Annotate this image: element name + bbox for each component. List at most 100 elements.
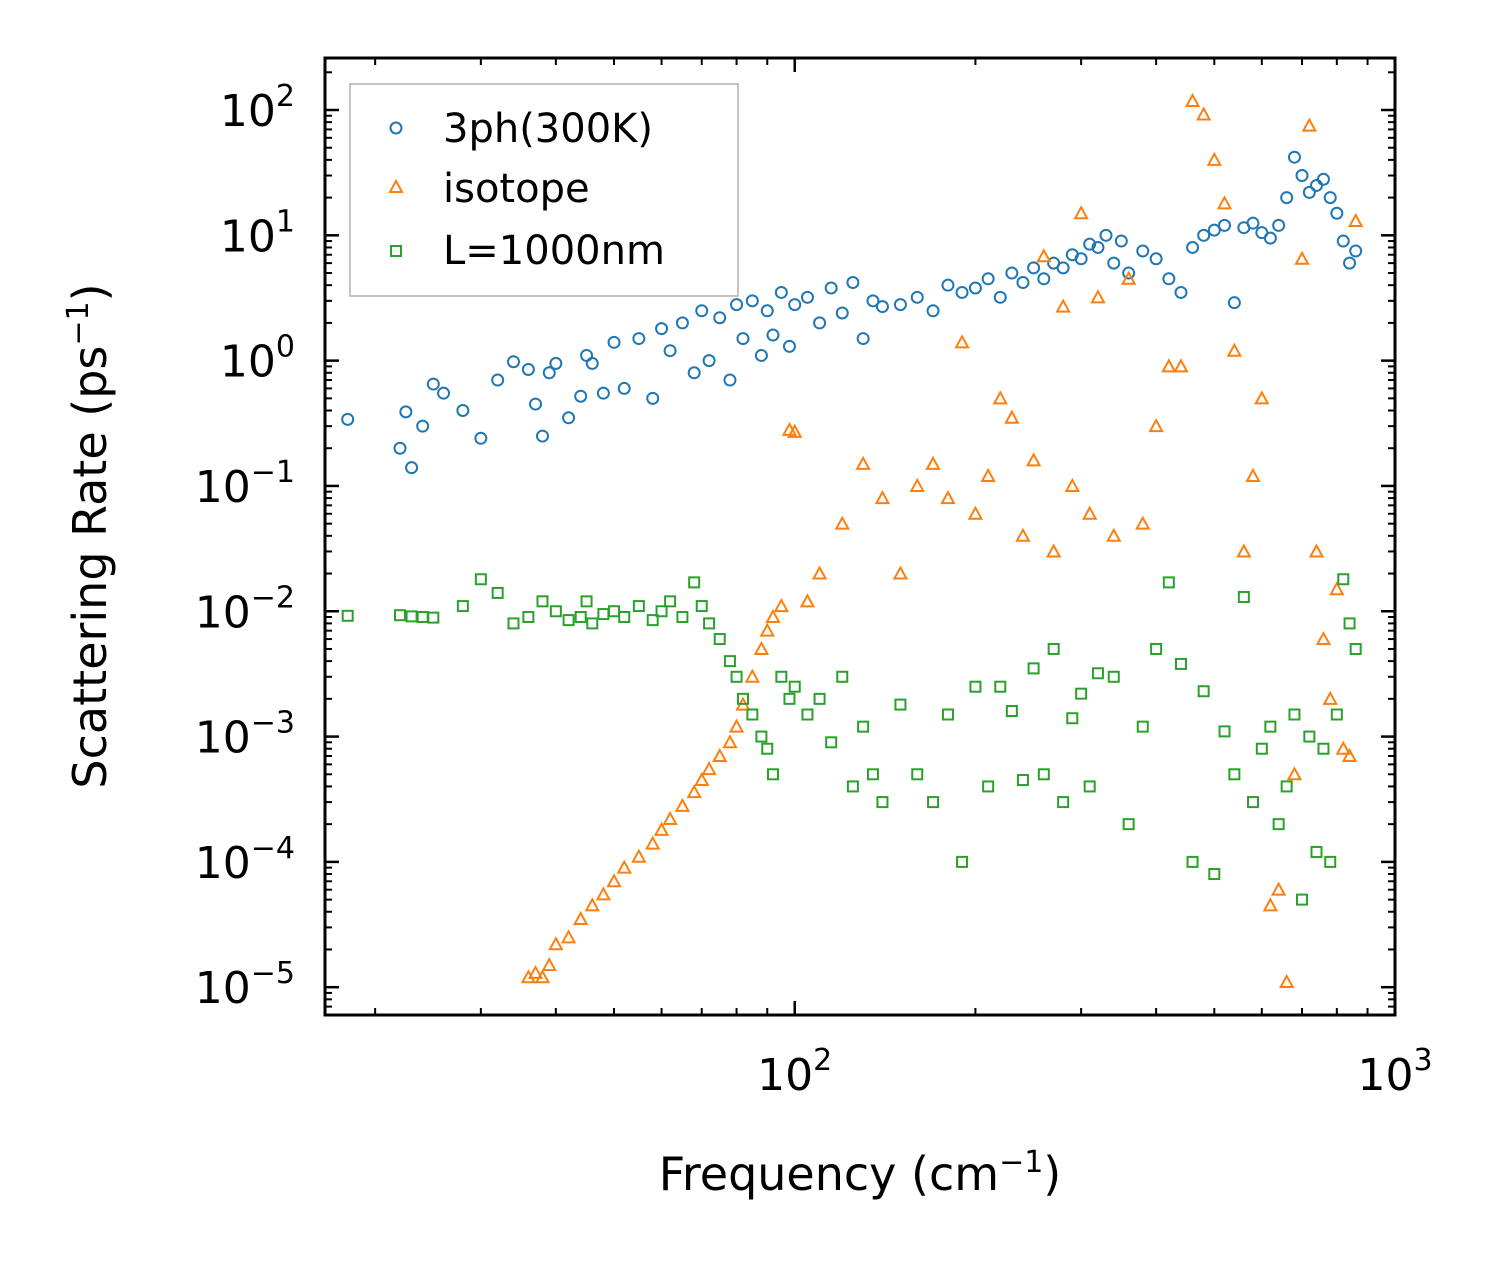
legend-marker-circle-icon bbox=[389, 121, 403, 135]
data-point bbox=[744, 668, 761, 683]
data-point bbox=[1083, 237, 1097, 251]
data-point bbox=[522, 610, 535, 623]
data-point bbox=[1343, 256, 1357, 270]
data-point bbox=[1246, 796, 1259, 809]
data-point bbox=[835, 306, 849, 320]
data-point bbox=[787, 423, 803, 438]
data-point bbox=[456, 600, 469, 613]
data-point bbox=[760, 304, 774, 318]
data-point bbox=[1055, 298, 1071, 313]
data-point bbox=[1027, 662, 1040, 675]
data-point bbox=[1315, 630, 1332, 646]
data-point bbox=[560, 929, 577, 944]
data-point bbox=[800, 290, 814, 304]
legend-marker-square-icon bbox=[390, 245, 402, 257]
data-point bbox=[521, 362, 535, 376]
data-point bbox=[1226, 342, 1243, 357]
data-point bbox=[745, 294, 759, 308]
data-point bbox=[866, 768, 879, 781]
data-point bbox=[765, 608, 781, 623]
data-point bbox=[1264, 720, 1277, 733]
data-point bbox=[1324, 855, 1337, 868]
y-tick-label: 101 bbox=[220, 204, 295, 262]
data-point bbox=[1083, 780, 1096, 793]
data-point bbox=[529, 397, 543, 411]
data-point bbox=[655, 605, 668, 618]
data-point bbox=[663, 344, 677, 358]
data-point bbox=[1148, 418, 1164, 433]
data-point bbox=[574, 610, 587, 623]
data-point bbox=[892, 565, 909, 580]
data-point bbox=[416, 419, 430, 433]
data-point bbox=[713, 633, 726, 646]
data-point bbox=[753, 640, 770, 655]
data-point bbox=[811, 565, 828, 580]
data-point bbox=[722, 734, 738, 749]
data-point bbox=[1316, 172, 1330, 186]
data-point bbox=[766, 328, 780, 342]
data-point bbox=[607, 335, 621, 349]
legend-item-3ph: 3ph(300K) bbox=[389, 106, 653, 152]
legend-item-l1000nm: L=1000nm bbox=[390, 228, 665, 274]
data-point bbox=[399, 405, 413, 419]
data-point bbox=[846, 276, 860, 290]
data-point bbox=[617, 381, 631, 395]
data-point bbox=[846, 780, 859, 793]
data-point bbox=[608, 605, 621, 618]
data-point bbox=[1149, 252, 1163, 266]
data-point bbox=[597, 608, 610, 621]
data-point bbox=[1073, 205, 1089, 220]
data-point bbox=[1254, 390, 1270, 405]
data-point bbox=[1343, 617, 1356, 630]
data-point bbox=[893, 298, 907, 312]
y-tick-label: 10−2 bbox=[195, 580, 295, 638]
data-point bbox=[1106, 527, 1122, 542]
data-point bbox=[834, 515, 850, 530]
data-point bbox=[1218, 725, 1231, 738]
data-point bbox=[646, 391, 660, 405]
x-axis-label: Frequency (cm−1) bbox=[659, 1145, 1062, 1201]
data-point bbox=[980, 467, 996, 483]
data-point bbox=[967, 505, 984, 520]
data-point bbox=[1173, 358, 1189, 373]
data-point bbox=[1107, 256, 1121, 270]
data-point bbox=[759, 622, 775, 637]
data-point bbox=[1027, 261, 1041, 275]
data-point bbox=[876, 796, 889, 809]
data-point bbox=[703, 617, 716, 630]
data-point bbox=[1136, 244, 1150, 258]
data-point bbox=[1286, 766, 1303, 781]
data-point bbox=[755, 730, 768, 743]
data-point bbox=[416, 610, 429, 623]
x-tick-label: 102 bbox=[757, 1043, 832, 1101]
data-point bbox=[1272, 218, 1286, 232]
data-point bbox=[341, 609, 354, 622]
data-point bbox=[632, 332, 646, 346]
data-point bbox=[1206, 151, 1222, 166]
data-point bbox=[645, 835, 661, 850]
data-point bbox=[549, 605, 562, 618]
data-point bbox=[1262, 897, 1279, 912]
data-point bbox=[1045, 543, 1062, 558]
series-2 bbox=[341, 573, 1362, 906]
data-point bbox=[1161, 358, 1177, 373]
data-point bbox=[655, 322, 669, 336]
data-point bbox=[788, 298, 802, 312]
data-point bbox=[813, 316, 827, 330]
data-point bbox=[405, 610, 418, 623]
data-point bbox=[1349, 244, 1363, 258]
data-point bbox=[1208, 868, 1221, 881]
data-point bbox=[507, 617, 520, 630]
data-point bbox=[1330, 708, 1343, 721]
data-point bbox=[1122, 266, 1136, 280]
data-point bbox=[701, 761, 717, 776]
data-point bbox=[994, 680, 1007, 693]
data-point bbox=[836, 670, 849, 683]
data-point bbox=[1337, 573, 1350, 586]
data-point bbox=[616, 859, 632, 874]
data-point bbox=[456, 403, 470, 417]
data-point bbox=[1107, 670, 1120, 683]
legend: 3ph(300K) isotope L=1000nm bbox=[349, 83, 739, 297]
data-point bbox=[728, 718, 745, 733]
data-point bbox=[1296, 893, 1309, 906]
